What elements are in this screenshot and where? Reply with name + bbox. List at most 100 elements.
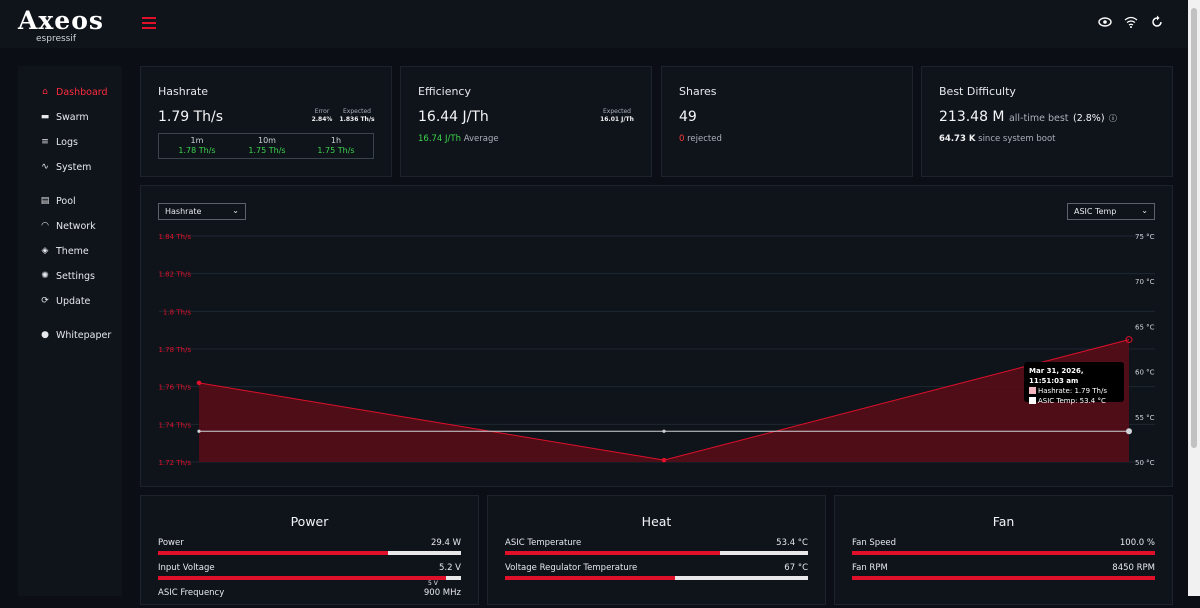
- y-axis-left-tick: 1.84 Th/s: [158, 233, 191, 241]
- tooltip-hashrate: Hashrate: 1.79 Th/s: [1038, 387, 1107, 395]
- home-icon: ⌂: [42, 87, 48, 97]
- asic-temp-point: [197, 429, 201, 433]
- fan-speed-row: Fan Speed 100.0 %: [852, 538, 1155, 558]
- hashrate-value: 1.79 Th/s: [158, 109, 224, 125]
- boot-difficulty-value: 64.73 K: [939, 134, 976, 144]
- tooltip-time: Mar 31, 2026, 11:51:03 am: [1029, 367, 1084, 385]
- power-bar: [158, 551, 461, 555]
- hashrate-point: [196, 380, 202, 386]
- window-10m: 10m 1.75 Th/s: [248, 136, 286, 155]
- bitcoin-icon: ●: [41, 330, 49, 340]
- sidebar-item-dashboard[interactable]: ⌂ Dashboard: [40, 85, 107, 99]
- wifi-icon[interactable]: [1124, 15, 1138, 29]
- pulse-icon: ∿: [41, 162, 49, 172]
- expected-value: 16.01 J/Th: [600, 116, 634, 123]
- left-series-select[interactable]: Hashrate ⌄: [158, 203, 246, 220]
- best-difficulty-value: 213.48 M: [939, 109, 1005, 125]
- hashrate-point: [661, 457, 667, 463]
- average-label: Average: [463, 134, 499, 144]
- average-value: 16.74 J/Th: [418, 134, 461, 144]
- power-card: Power Power 29.4 W Input Voltage 5.2 V 5 V…: [140, 495, 479, 605]
- fan-rpm-row: Fan RPM 8450 RPM: [852, 563, 1155, 583]
- card-title: Best Difficulty: [939, 85, 1016, 98]
- sidebar-item-settings[interactable]: ✺ Settings: [40, 269, 95, 283]
- card-title: Heat: [641, 514, 672, 529]
- y-axis-left-tick: 1.78 Th/s: [158, 346, 191, 354]
- asic-temp-row: ASIC Temperature 53.4 °C: [505, 538, 808, 558]
- y-axis-right-tick: 65 °C: [1135, 323, 1155, 331]
- rejected-label: rejected: [687, 134, 722, 144]
- chart-tooltip: Mar 31, 2026, 11:51:03 am Hashrate: 1.79…: [1024, 362, 1124, 405]
- y-axis-right-tick: 55 °C: [1135, 414, 1155, 422]
- tooltip-temp: ASIC Temp: 53.4 °C: [1038, 397, 1106, 405]
- logo-subtitle: espressif: [36, 34, 77, 44]
- y-axis-left-tick: 1.82 Th/s: [158, 271, 191, 279]
- sidebar-item-pool[interactable]: ▤ Pool: [40, 194, 76, 208]
- page-scrollbar[interactable]: [1188, 0, 1200, 596]
- card-title: Fan: [992, 514, 1015, 529]
- sidebar-item-label: Update: [56, 295, 91, 307]
- logo-wordmark: Axeos: [18, 6, 104, 35]
- y-axis-left-tick: 1.74 Th/s: [158, 421, 191, 429]
- right-series-select[interactable]: ASIC Temp ⌄: [1067, 203, 1155, 220]
- sidebar-item-label: Logs: [56, 136, 78, 148]
- power-row: Power 29.4 W: [158, 538, 461, 558]
- info-icon[interactable]: ⓘ: [1109, 114, 1117, 123]
- menu-toggle-icon[interactable]: [142, 17, 156, 29]
- fan-speed-bar: [852, 551, 1155, 555]
- refresh-icon[interactable]: [1150, 15, 1164, 29]
- sidebar-item-label: Theme: [56, 245, 89, 257]
- card-title: Shares: [679, 85, 717, 98]
- palette-icon: ◈: [41, 246, 49, 256]
- sidebar-item-network[interactable]: ◠ Network: [40, 219, 96, 233]
- voltage-marker-label: 5 V: [428, 580, 438, 587]
- eye-icon[interactable]: [1098, 15, 1112, 29]
- hashrate-windows: 1m 1.78 Th/s 10m 1.75 Th/s 1h 1.75 Th/s: [158, 133, 374, 159]
- boot-label: since system boot: [978, 134, 1056, 144]
- sidebar-item-system[interactable]: ∿ System: [40, 160, 91, 174]
- expected-label: Expected: [343, 108, 371, 115]
- efficiency-value: 16.44 J/Th: [418, 109, 489, 125]
- sidebar-item-label: Whitepaper: [56, 329, 112, 341]
- server-icon: ▤: [40, 196, 50, 206]
- swarm-icon: ▬: [40, 112, 50, 122]
- fan-card: Fan Fan Speed 100.0 % Fan RPM 8450 RPM: [834, 495, 1173, 605]
- y-axis-left-tick: 1.72 Th/s: [158, 459, 191, 467]
- sidebar: ⌂ Dashboard ▬ Swarm ≡ Logs ∿ System ▤ Po…: [18, 66, 122, 596]
- hashrate-card: Hashrate 1.79 Th/s Error 2.84% Expected …: [140, 66, 392, 177]
- y-axis-left-tick: 1.76 Th/s: [158, 384, 191, 392]
- vr-temp-bar: [505, 576, 808, 580]
- sync-icon: ⟳: [41, 296, 49, 306]
- alltime-label: all-time best: [1008, 113, 1069, 124]
- error-value: 2.84%: [311, 116, 333, 123]
- legend-swatch: [1029, 387, 1036, 394]
- input-voltage-row: Input Voltage 5.2 V 5 V: [158, 563, 461, 587]
- sidebar-item-whitepaper[interactable]: ● Whitepaper: [40, 328, 111, 342]
- hashrate-chart[interactable]: 1.84 Th/s 1.82 Th/s 1.8 Th/s 1.78 Th/s 1.76 …: [141, 186, 1174, 488]
- card-title: Efficiency: [418, 85, 471, 98]
- voltage-bar: [158, 576, 461, 580]
- card-title: Power: [290, 514, 329, 529]
- best-difficulty-card: Best Difficulty 213.48 M all-time best (…: [921, 66, 1173, 177]
- window-1m: 1m 1.78 Th/s: [178, 136, 216, 155]
- sidebar-item-label: Network: [56, 220, 96, 232]
- sidebar-item-label: Settings: [56, 270, 95, 282]
- sidebar-item-logs[interactable]: ≡ Logs: [40, 135, 78, 149]
- sidebar-item-swarm[interactable]: ▬ Swarm: [40, 110, 89, 124]
- shares-value: 49: [679, 109, 697, 125]
- card-title: Hashrate: [158, 85, 209, 98]
- vr-temp-row: Voltage Regulator Temperature 67 °C: [505, 563, 808, 583]
- sidebar-item-update[interactable]: ⟳ Update: [40, 294, 90, 308]
- asic-temp-bar: [505, 551, 808, 555]
- asic-temp-point: [1126, 428, 1132, 435]
- hashrate-point: [1125, 336, 1133, 344]
- alltime-percent: (2.8%): [1072, 113, 1105, 124]
- legend-swatch: [1029, 397, 1036, 404]
- shares-card: Shares 49 0 rejected: [661, 66, 913, 177]
- chart-card: Hashrate ⌄ ASIC Temp ⌄ 1.84 Th/s 1.82 Th/s 1…: [140, 185, 1173, 487]
- y-axis-right-tick: 50 °C: [1135, 459, 1155, 467]
- sidebar-item-theme[interactable]: ◈ Theme: [40, 244, 89, 258]
- logo[interactable]: Axeos espressif: [18, 6, 104, 45]
- list-icon: ≡: [41, 137, 49, 147]
- y-axis-right-tick: 70 °C: [1135, 278, 1155, 286]
